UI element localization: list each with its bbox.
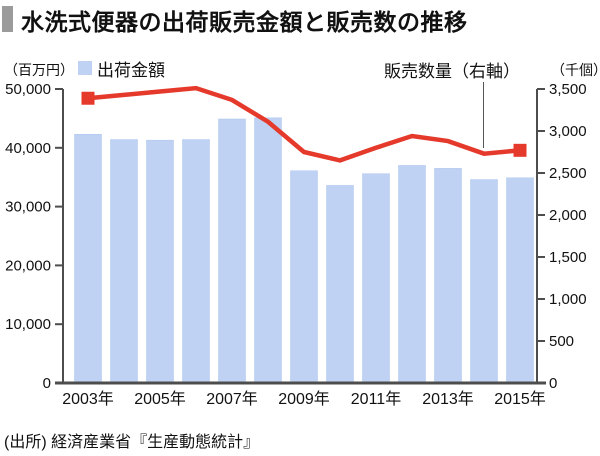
left-axis-tick-label: 0 <box>43 375 51 392</box>
bar-2009 <box>290 170 318 384</box>
callout-leader-line <box>483 82 484 148</box>
right-axis-tick-label: 3,000 <box>549 123 587 140</box>
bar-series-label: 出荷金額 <box>97 60 165 80</box>
right-axis-tick-label: 3,500 <box>549 81 587 98</box>
x-axis-label: 2013年 <box>422 390 474 408</box>
right-axis-tick-label: 1,000 <box>549 291 587 308</box>
bar-2014 <box>470 179 498 384</box>
right-axis-unit-label: （千個） <box>551 62 600 78</box>
left-axis-tick-label: 20,000 <box>5 257 51 274</box>
right-axis-tick-label: 500 <box>549 333 574 350</box>
bar-2003 <box>74 134 102 384</box>
bar-2011 <box>362 173 390 384</box>
page-title: 水洗式便器の出荷販売金額と販売数の推移 <box>21 9 468 35</box>
line-series-callout-label: 販売数量（右軸） <box>384 62 520 81</box>
bar-2008 <box>254 117 282 384</box>
left-axis-tick-label: 40,000 <box>5 140 51 157</box>
legend: 出荷金額 <box>78 59 165 80</box>
left-axis-unit-label: （百万円） <box>4 62 74 78</box>
left-axis-tick-label: 10,000 <box>5 316 51 333</box>
bar-2013 <box>434 168 462 384</box>
bar-2010 <box>326 185 354 384</box>
x-axis-label: 2015年 <box>494 390 546 408</box>
left-axis-tick-label: 50,000 <box>5 81 51 98</box>
x-axis-label: 2005年 <box>134 390 186 408</box>
right-axis-tick-label: 2,500 <box>549 165 587 182</box>
chart-canvas: 0 10,000 20,000 30,000 40,000 50,000 0 500 1,000… <box>5 81 587 408</box>
bar-2007 <box>218 118 246 384</box>
bar-2006 <box>182 139 210 384</box>
title-marker <box>2 6 13 32</box>
right-axis-tick-label: 1,500 <box>549 249 587 266</box>
title-bar: 水洗式便器の出荷販売金額と販売数の推移 <box>0 0 600 40</box>
sales-quantity-marker <box>81 91 95 105</box>
sales-quantity-line <box>87 85 521 163</box>
bar-2015 <box>506 177 534 384</box>
bar-2012 <box>398 165 426 384</box>
x-axis-label: 2009年 <box>278 390 330 408</box>
x-axis-label: 2007年 <box>206 390 258 408</box>
bar-2005 <box>146 139 174 384</box>
right-axis-tick-label: 2,000 <box>549 207 587 224</box>
left-axis-tick-label: 30,000 <box>5 199 51 216</box>
right-axis-tick-label: 0 <box>549 375 557 392</box>
x-axis-label: 2003年 <box>62 390 114 408</box>
bar-2004 <box>110 139 138 384</box>
source-note: (出所) 経済産業省『生産動態統計』 <box>4 434 260 451</box>
bar-series-swatch <box>78 61 92 75</box>
sales-quantity-marker <box>513 143 527 157</box>
x-axis-label: 2011年 <box>351 390 401 408</box>
